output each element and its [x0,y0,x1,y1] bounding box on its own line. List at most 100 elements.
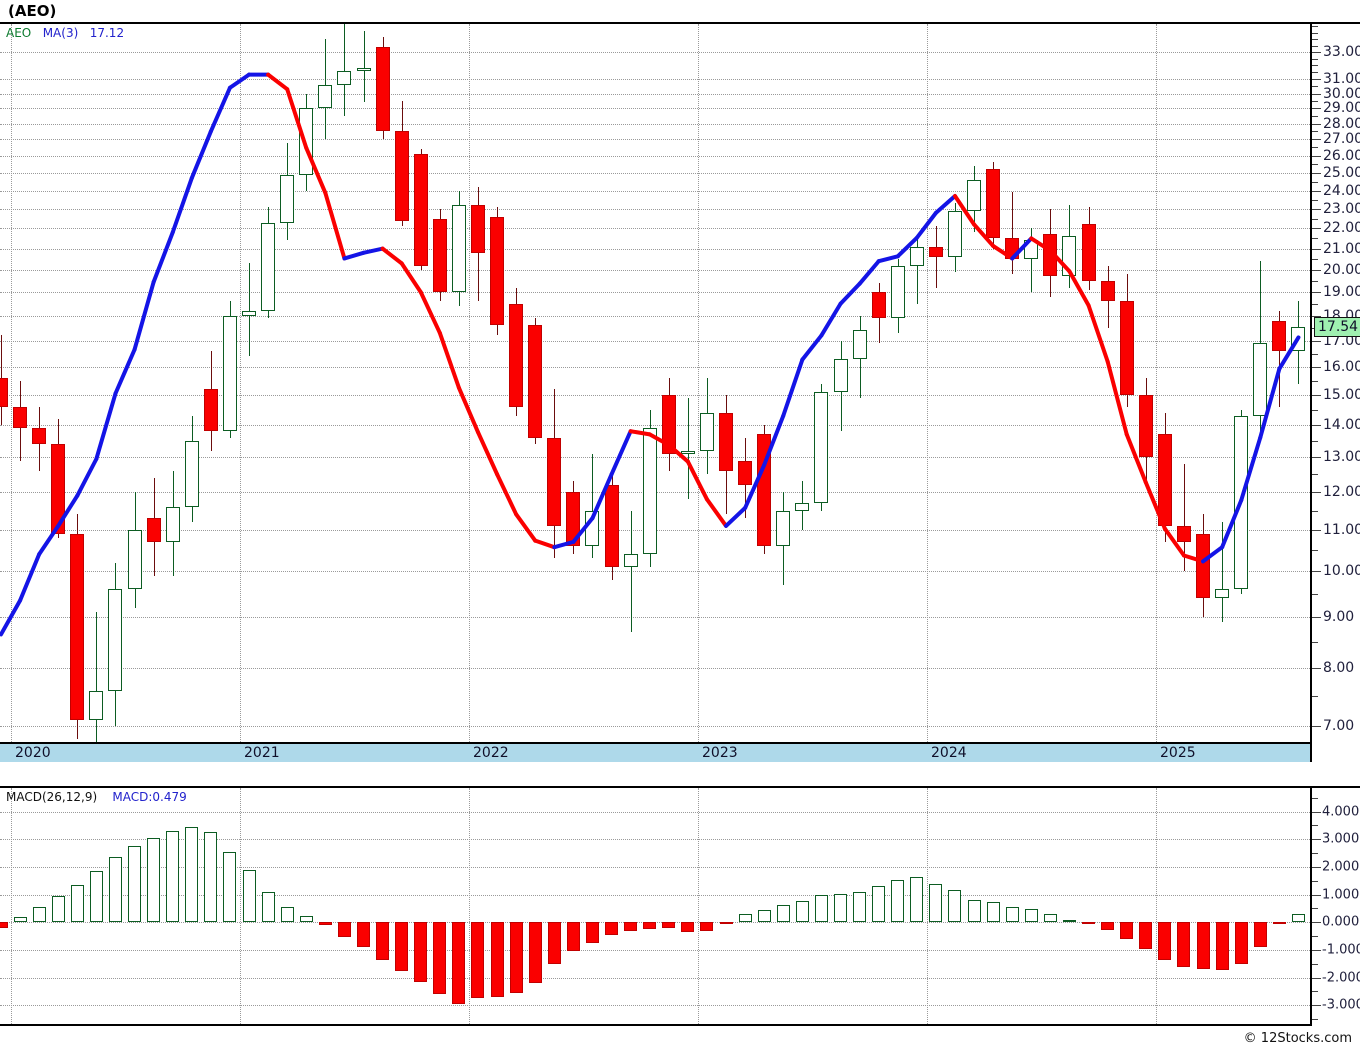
price-axis-tick [1312,164,1318,166]
price-axis-tick [1312,108,1321,110]
price-gridline [0,209,1310,210]
macd-bar [910,877,923,923]
price-axis-tick [1312,155,1321,157]
price-gridline [0,316,1310,317]
price-axis-tick [1312,218,1318,220]
candle-wick [631,510,632,632]
price-axis-label: 31.00 [1323,71,1360,88]
price-axis-tick [1312,39,1318,41]
price-axis-label: 26.00 [1323,147,1360,164]
candle-body [1120,301,1134,395]
price-gridline [0,191,1310,192]
macd-bar [0,922,8,928]
year-gridline [240,788,241,1026]
ma3-segment [418,290,442,335]
candle-body [547,437,561,526]
candle-wick [1031,228,1032,293]
macd-plot-area[interactable]: MACD(26,12,9) MACD:0.479 [0,788,1310,1026]
price-axis-tick [1312,123,1321,125]
macd-axis-tick [1312,825,1318,827]
price-gridline [0,341,1310,342]
macd-bar [815,895,828,923]
candle-wick [688,397,689,500]
price-axis-tick [1312,181,1318,183]
macd-bar [1177,922,1190,968]
ma3-segment [495,472,519,517]
candle-body [452,205,466,293]
candle-body [1234,415,1248,590]
price-axis-tick [1312,147,1318,149]
price-axis-label: 13.00 [1323,449,1360,466]
candle-body [929,246,943,257]
price-axis-tick [1312,340,1321,342]
macd-axis-tick [1312,1005,1321,1007]
price-axis-tick [1312,79,1321,81]
candle-body [147,518,161,542]
candle-body [51,444,65,534]
macd-gridline [0,812,1310,813]
ma3-segment [399,261,423,295]
price-gridline [0,94,1310,95]
copyright-text: © 12Stocks.com [1243,1031,1352,1046]
macd-bar [433,922,446,995]
macd-axis-tick [1312,977,1321,979]
candle-body [776,510,790,546]
price-axis-label: 12.00 [1323,484,1360,500]
macd-bar [1158,922,1171,961]
price-axis-tick [1312,380,1318,382]
macd-gridline [0,1005,1310,1006]
macd-bar [758,909,771,923]
ma3-segment [800,333,824,362]
price-axis-tick [1312,58,1318,60]
price-plot-area[interactable]: AEO MA(3) 17.12 [0,24,1310,762]
price-axis-label: 30.00 [1323,85,1360,102]
macd-bar [338,922,351,938]
candle-body [509,303,523,407]
year-gridline [1156,24,1157,762]
price-axis-tick [1312,617,1321,619]
price-axis-tick [1312,45,1318,47]
macd-axis-tick [1312,797,1318,799]
candle-body [1272,320,1286,351]
year-label: 2021 [244,745,280,761]
price-gridline [0,726,1310,727]
macd-bar [204,832,217,923]
ma3-segment [533,538,557,550]
candle-body [299,108,313,175]
price-axis-tick [1312,593,1318,595]
ma3-segment [609,429,633,477]
legend-ma-label: MA(3) [42,26,79,40]
year-gridline [240,24,241,762]
macd-bar [1292,913,1305,923]
macd-bar [491,922,504,997]
macd-gridline [0,978,1310,979]
candle-body [585,510,599,546]
price-gridline [0,668,1310,669]
price-axis-label: 14.00 [1323,416,1360,433]
candle-body [834,358,848,393]
ma3-segment [857,259,881,286]
year-gridline [469,24,470,762]
macd-bar [1063,920,1076,923]
price-axis-tick [1312,424,1321,426]
candle-body [948,210,962,257]
candle-wick [344,24,345,116]
macd-bar [319,922,332,925]
price-axis-tick [1312,641,1318,643]
macd-axis-label: -1.000 [1322,942,1360,958]
page-title: (AEO) [8,2,57,20]
price-axis-label: 9.00 [1323,609,1355,626]
candle-body [1253,343,1267,416]
macd-bar [872,885,885,923]
macd-gridline [0,895,1310,896]
macd-axis-tick [1312,880,1318,882]
candle-body [490,216,504,326]
price-axis-tick [1312,52,1321,54]
price-axis-label: 27.00 [1323,131,1360,148]
ma3-segment [876,254,900,264]
price-axis-label: 7.00 [1323,718,1355,735]
candle-body [986,169,1000,239]
macd-axis-tick [1312,936,1318,938]
price-axis-tick [1312,280,1318,282]
price-axis-tick [1312,100,1318,102]
